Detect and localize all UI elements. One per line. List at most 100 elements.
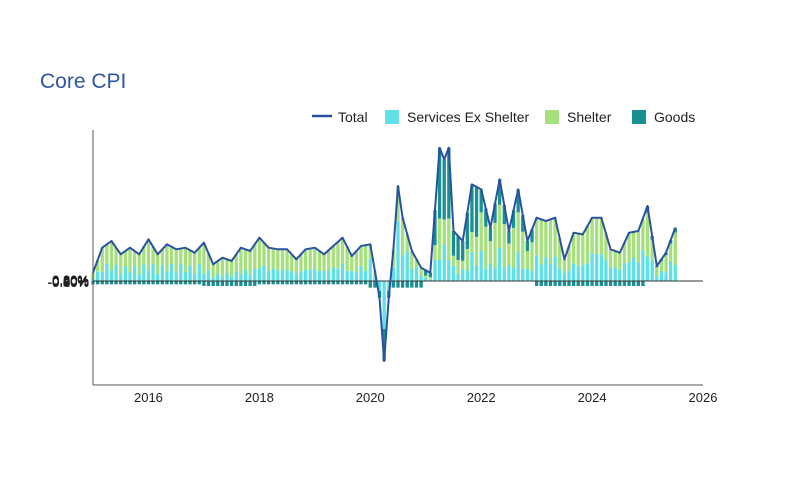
shelter-bar (525, 251, 530, 269)
services-bar (239, 273, 243, 281)
goods-bar (202, 281, 206, 286)
shelter-bar (581, 234, 585, 265)
goods-bar (465, 212, 469, 249)
goods-bar (114, 281, 118, 285)
shelter-bar (276, 249, 280, 271)
shelter-bar (183, 247, 188, 273)
goods-bar (248, 281, 252, 286)
shelter-bar (146, 239, 151, 271)
services-bar (516, 252, 520, 281)
services-bar (276, 270, 280, 281)
shelter-bar (303, 249, 308, 270)
goods-bar (622, 281, 627, 286)
goods-bar (419, 281, 423, 288)
shelter-bar (229, 261, 234, 277)
y-tick-label: 0.60% (52, 273, 89, 288)
shelter-bar (206, 253, 211, 271)
services-bar (299, 271, 303, 281)
goods-bar (100, 281, 104, 285)
goods-bar (396, 281, 400, 288)
shelter-bar (368, 244, 372, 259)
goods-bar (257, 281, 262, 285)
goods-bar (234, 281, 238, 286)
goods-bar (502, 205, 506, 225)
shelter-bar (359, 246, 363, 267)
services-bar (548, 263, 553, 281)
shelter-bar (225, 259, 229, 274)
shelter-bar (285, 249, 289, 271)
services-bar (405, 251, 409, 281)
shelter-bar (419, 267, 423, 276)
goods-bar (327, 281, 331, 285)
services-bar (119, 274, 123, 281)
goods-bar (627, 281, 631, 286)
services-bar (285, 270, 289, 281)
x-tick-label: 2020 (356, 390, 385, 405)
goods-bar (534, 281, 539, 286)
services-bar (350, 270, 354, 281)
goods-bar (613, 281, 617, 286)
services-bar (340, 263, 345, 281)
shelter-bar (488, 241, 493, 264)
services-bar (280, 268, 285, 281)
services-bar (419, 275, 423, 281)
shelter-bar (604, 233, 608, 261)
shelter-bar (521, 231, 525, 269)
services-bar (183, 272, 188, 281)
services-bar (396, 220, 400, 281)
services-bar (410, 268, 414, 281)
goods-bar (447, 147, 451, 219)
legend-label: Shelter (567, 109, 612, 125)
goods-bar (271, 281, 275, 285)
goods-bar (253, 281, 257, 286)
goods-bar (516, 189, 520, 213)
shelter-bar (442, 219, 446, 245)
services-bar (571, 263, 576, 281)
shelter-bar (534, 217, 539, 256)
goods-bar (105, 281, 109, 285)
goods-bar (95, 281, 100, 285)
shelter-bar (493, 222, 497, 268)
services-bar (137, 274, 141, 281)
services-bar (308, 269, 312, 281)
goods-bar (151, 281, 155, 285)
services-bar (290, 271, 294, 281)
shelter-bar (174, 249, 178, 273)
shelter-bar (400, 217, 405, 256)
goods-bar (479, 189, 483, 213)
y-tick-label: -0.20% (48, 274, 90, 289)
shelter-bar (257, 237, 262, 269)
shelter-bar (428, 277, 433, 280)
goods-bar (313, 281, 317, 285)
goods-bar (511, 210, 516, 228)
shelter-bar (396, 186, 400, 221)
goods-bar (188, 281, 192, 285)
shelter-bar (169, 246, 174, 264)
services-bar (498, 247, 502, 281)
goods-bar (317, 281, 322, 285)
services-bar (599, 254, 603, 281)
goods-bar (585, 281, 590, 286)
services-bar (253, 268, 257, 281)
services-bar (414, 267, 419, 281)
shelter-bar (109, 241, 114, 271)
shelter-bar (618, 252, 622, 270)
services-bar (313, 268, 317, 281)
services-bar (387, 281, 391, 291)
goods-bar (156, 281, 160, 285)
goods-bar (137, 281, 141, 285)
y-tick-label: 0.20% (52, 274, 89, 289)
services-bar (659, 270, 664, 281)
services-bar (95, 271, 100, 281)
services-bar (100, 271, 104, 281)
services-bar (608, 268, 613, 281)
services-bar (257, 268, 262, 281)
shelter-bar (308, 248, 312, 270)
services-bar (664, 272, 668, 281)
shelter-bar (470, 232, 474, 252)
goods-bar (636, 281, 640, 286)
goods-bar (599, 281, 603, 286)
goods-bar (539, 281, 543, 286)
total-line (92, 146, 677, 362)
